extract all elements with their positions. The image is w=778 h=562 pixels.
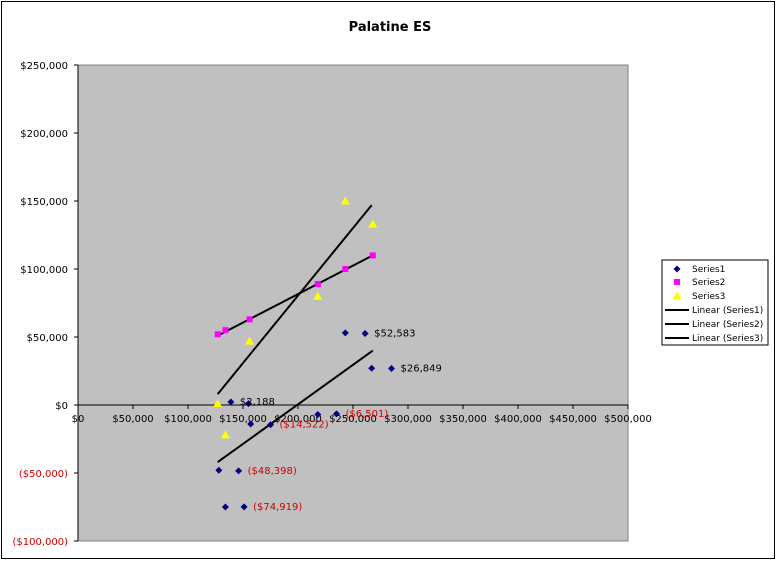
series1-point	[245, 400, 252, 408]
y-tick-label: $200,000	[20, 129, 68, 140]
data-label: ($74,919)	[253, 502, 302, 513]
x-tick-label: $50,000	[112, 414, 153, 425]
series1-point	[235, 467, 243, 475]
data-label: ($48,398)	[248, 466, 297, 477]
y-tick-label: $150,000	[20, 197, 68, 208]
data-label: $26,849	[401, 363, 442, 374]
legend-marker-series1	[673, 265, 681, 273]
series1-point	[368, 364, 376, 372]
y-tick-label: ($100,000)	[12, 537, 68, 548]
trendline-series3	[216, 204, 373, 395]
legend-entry-label: Series1	[692, 265, 725, 275]
data-label: $2,188	[240, 397, 275, 408]
series3-point	[340, 196, 350, 205]
series2-point	[246, 316, 253, 323]
x-tick-label: $200,000	[274, 414, 322, 425]
x-tick-label: $450,000	[549, 414, 597, 425]
series2-point	[342, 266, 349, 272]
series1-point	[240, 503, 248, 511]
series3-point	[368, 219, 378, 228]
x-tick-label: $250,000	[329, 414, 377, 425]
series2-point	[314, 280, 321, 287]
series3-point	[220, 430, 230, 439]
series1-point	[247, 420, 255, 428]
series1-point	[267, 421, 274, 429]
x-tick-label: $0	[72, 414, 85, 425]
legend-marker-series3	[672, 291, 682, 300]
legend: Series1 Series2 Series3 Linear (Series1) Lin…	[661, 259, 769, 346]
x-tick-label: $350,000	[439, 414, 487, 425]
plot-area	[77, 64, 629, 542]
series1-point	[227, 398, 235, 406]
x-tick-label: $100,000	[164, 414, 212, 425]
y-tick-label: $250,000	[20, 61, 68, 72]
series1-point	[333, 410, 340, 418]
x-tick-label: $400,000	[494, 414, 542, 425]
legend-entry-label: Linear (Series2)	[692, 320, 763, 330]
legend-box	[661, 259, 769, 346]
legend-marker-series2	[674, 279, 680, 285]
series2-point	[222, 327, 229, 334]
series1-point	[314, 411, 322, 419]
data-points	[213, 196, 395, 511]
series1-point	[221, 503, 229, 511]
legend-entry-label: Series3	[692, 292, 725, 302]
legend-entry-label: Linear (Series3)	[692, 334, 763, 344]
y-tick-label: $50,000	[27, 333, 68, 344]
legend-entry-label: Linear (Series1)	[692, 306, 763, 316]
series2-point	[214, 331, 221, 338]
legend-entry-label: Series2	[692, 278, 725, 288]
trendline-series1	[217, 349, 374, 463]
series1-point	[341, 329, 349, 337]
x-tick-label: $500,000	[604, 414, 652, 425]
data-labels: $2,188 ($14,522) ($6,501) $52,583 $26,849 ($4…	[240, 328, 442, 512]
series3-point	[245, 336, 255, 345]
data-label: $52,583	[374, 328, 415, 339]
y-tick-label: $100,000	[20, 265, 68, 276]
axes: ($100,000) ($50,000) $0 $50,000 $100,000 $150…	[12, 61, 651, 548]
data-label: ($14,522)	[280, 420, 329, 431]
series3-point	[213, 399, 223, 408]
data-label: ($6,501)	[346, 409, 389, 420]
series1-point	[215, 466, 223, 474]
x-tick-label: $300,000	[384, 414, 432, 425]
chart-title: Palatine ES	[349, 20, 432, 35]
y-tick-label: $0	[55, 401, 68, 412]
series1-point	[361, 329, 369, 337]
x-tick-label: $150,000	[219, 414, 267, 425]
series2-point	[369, 252, 376, 259]
y-tick-label: ($50,000)	[19, 469, 68, 480]
series3-point	[313, 291, 323, 300]
series1-point	[388, 364, 395, 372]
